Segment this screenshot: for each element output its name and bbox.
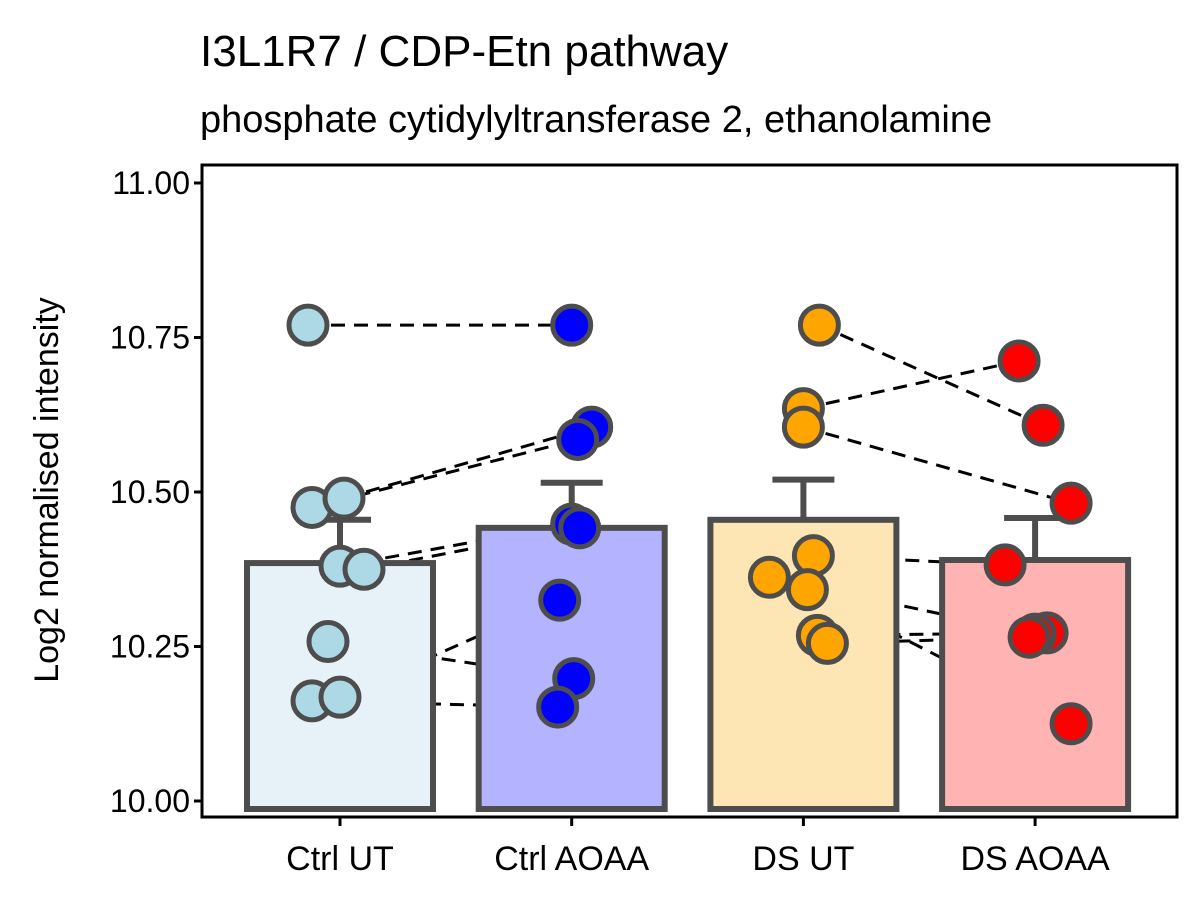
x-tick-label: Ctrl UT — [286, 840, 394, 878]
data-point — [800, 306, 838, 344]
data-point — [559, 420, 597, 458]
data-point — [321, 678, 359, 716]
data-point — [1000, 342, 1038, 380]
pair-line — [344, 427, 592, 498]
y-tick-label: 11.00 — [112, 165, 190, 201]
data-point — [561, 509, 599, 547]
y-tick-label: 10.00 — [110, 783, 190, 819]
data-point — [1052, 484, 1090, 522]
x-tick-label: DS AOAA — [960, 840, 1110, 878]
y-tick-label: 10.75 — [110, 320, 190, 356]
data-point — [325, 479, 363, 517]
data-point — [808, 624, 846, 662]
data-point — [794, 537, 832, 575]
y-axis-label: Log2 normalised intensity — [28, 297, 66, 683]
bar-ds-aoaa — [942, 560, 1128, 809]
x-tick-label: Ctrl AOAA — [494, 840, 649, 878]
data-point — [309, 623, 347, 661]
data-point — [1052, 705, 1090, 743]
data-point — [788, 571, 826, 609]
pair-line — [803, 361, 1019, 409]
bars — [247, 480, 1128, 809]
chart-title: I3L1R7 / CDP-Etn pathway — [200, 27, 728, 76]
data-point — [345, 550, 383, 588]
data-point — [1024, 406, 1062, 444]
y-tick-label: 10.25 — [110, 629, 190, 665]
data-point — [289, 306, 327, 344]
data-point — [1010, 618, 1048, 656]
data-point — [541, 581, 579, 619]
y-tick-label: 10.50 — [110, 474, 190, 510]
data-point — [750, 558, 788, 596]
chart-subtitle: phosphate cytidylyltransferase 2, ethano… — [200, 99, 992, 141]
data-point — [553, 306, 591, 344]
x-tick-label: DS UT — [752, 840, 854, 878]
data-point — [784, 408, 822, 446]
data-point — [539, 688, 577, 726]
data-point — [986, 546, 1024, 584]
